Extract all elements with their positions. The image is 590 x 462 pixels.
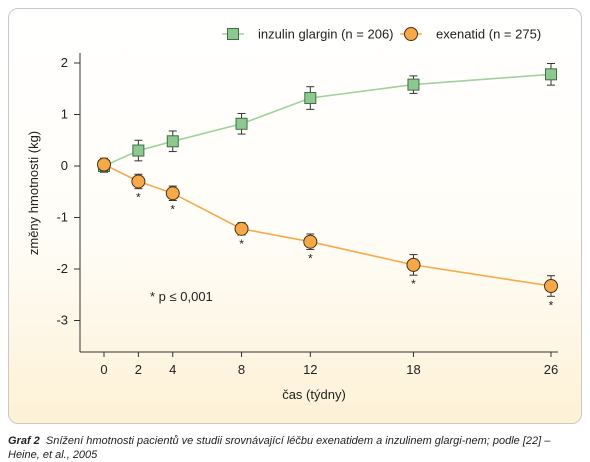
data-point-circle bbox=[234, 221, 249, 236]
axes: 2 1 0 -1 -2 -3 0 2 4 8 12 18 26 bbox=[56, 53, 558, 377]
data-point-square bbox=[304, 92, 317, 105]
y-tick-label: -3 bbox=[56, 313, 68, 328]
series-inzulin-glargin bbox=[98, 63, 557, 173]
legend-item: inzulin glargin (n = 206) bbox=[222, 27, 394, 42]
data-point-square bbox=[545, 68, 557, 81]
y-tick-label: 1 bbox=[61, 107, 68, 122]
significance-star: * bbox=[170, 203, 175, 217]
figure-caption: Graf 2 Snížení hmotnosti pacientů ve stu… bbox=[8, 434, 582, 462]
y-tick-label: 0 bbox=[61, 158, 68, 173]
caption-text: Snížení hmotnosti pacientů ve studii sro… bbox=[8, 435, 551, 461]
caption-label: Graf 2 bbox=[8, 435, 40, 447]
legend-label: inzulin glargin (n = 206) bbox=[258, 27, 394, 42]
data-point-circle bbox=[165, 186, 180, 201]
weight-change-chart: 2 1 0 -1 -2 -3 0 2 4 8 12 18 26 * * * * * * inzulin glarg… bbox=[26, 27, 558, 403]
x-tick-label: 4 bbox=[169, 362, 176, 377]
data-point-circle bbox=[303, 234, 318, 249]
data-point-circle bbox=[406, 257, 421, 272]
legend-label: exenatid (n = 275) bbox=[436, 27, 541, 42]
significance-annotation: * p ≤ 0,001 bbox=[150, 289, 213, 304]
data-point-square bbox=[407, 78, 420, 91]
x-tick-label: 12 bbox=[303, 362, 317, 377]
significance-star: * bbox=[549, 298, 554, 312]
y-axis-label: změny hmotnosti (kg) bbox=[26, 131, 41, 255]
series-line bbox=[103, 163, 552, 287]
y-tick-label: 2 bbox=[61, 55, 68, 70]
significance-star: * bbox=[136, 191, 141, 205]
series-line bbox=[103, 73, 552, 167]
data-point-circle bbox=[131, 174, 146, 189]
x-tick-label: 2 bbox=[135, 362, 142, 377]
y-tick-label: -1 bbox=[56, 210, 68, 225]
x-tick-label: 26 bbox=[544, 362, 558, 377]
significance-star: * bbox=[239, 237, 244, 251]
y-tick-label: -2 bbox=[56, 261, 68, 276]
significance-star: * bbox=[308, 251, 313, 265]
significance-star: * bbox=[411, 277, 416, 291]
legend-item: exenatid (n = 275) bbox=[400, 27, 541, 42]
data-point-circle bbox=[97, 157, 111, 172]
data-point-circle bbox=[544, 278, 558, 293]
legend: inzulin glargin (n = 206) exenatid (n = 2… bbox=[222, 27, 541, 42]
data-point-square bbox=[132, 144, 145, 157]
series-exenatid: * * * * * * bbox=[97, 157, 558, 312]
x-tick-label: 0 bbox=[100, 362, 107, 377]
x-axis-label: čas (týdny) bbox=[282, 387, 346, 402]
legend-marker-square bbox=[227, 28, 239, 40]
x-tick-label: 18 bbox=[406, 362, 420, 377]
legend-marker-circle bbox=[404, 27, 418, 41]
data-point-square bbox=[235, 117, 248, 130]
series-layer: * * * * * * bbox=[97, 63, 558, 312]
data-point-square bbox=[166, 135, 179, 148]
x-tick-label: 8 bbox=[238, 362, 245, 377]
